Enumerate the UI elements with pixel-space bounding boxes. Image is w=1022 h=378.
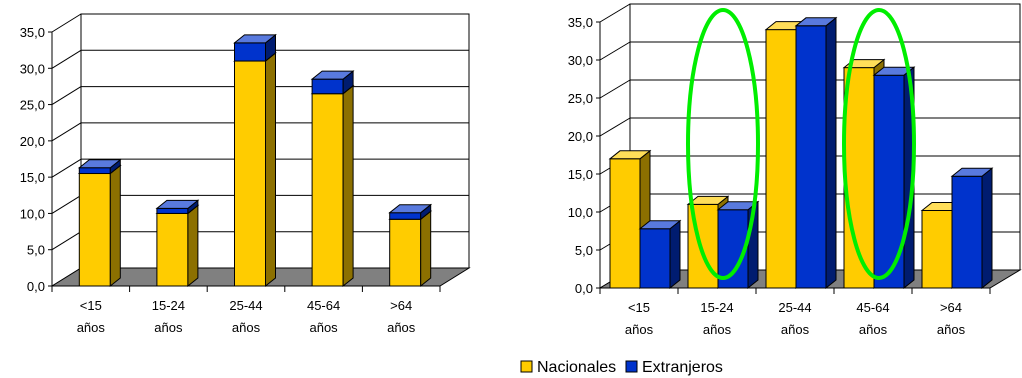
legend-label-extranjeros: Extranjeros — [642, 359, 723, 376]
legend-swatch-nacionales — [521, 361, 532, 372]
legend-swatch-extranjeros — [626, 361, 637, 372]
legend-label-nacionales: Nacionales — [537, 359, 616, 376]
